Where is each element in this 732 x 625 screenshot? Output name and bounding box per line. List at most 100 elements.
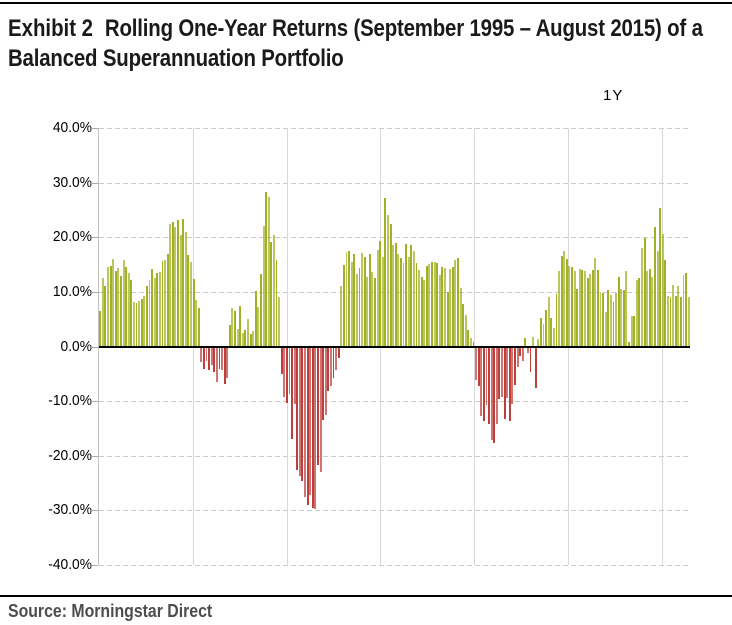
bar <box>387 214 389 347</box>
bar <box>472 342 475 347</box>
bar <box>226 347 229 378</box>
bar <box>545 310 548 347</box>
bar <box>177 219 179 347</box>
bar <box>148 279 151 347</box>
bar <box>345 251 348 347</box>
bar <box>677 286 680 347</box>
bar <box>485 347 488 405</box>
bar <box>223 347 226 384</box>
bar <box>643 238 646 347</box>
bar <box>184 232 187 347</box>
bar <box>319 347 322 473</box>
bar <box>244 330 247 347</box>
bar <box>586 278 589 347</box>
bar <box>260 273 262 347</box>
footer-rule <box>0 595 732 597</box>
bar <box>599 291 602 347</box>
bar <box>578 268 581 347</box>
bar <box>664 260 667 347</box>
bar <box>166 254 169 347</box>
bar <box>646 271 649 347</box>
bar <box>573 271 576 347</box>
bar <box>508 347 511 422</box>
y-axis-tick-label: -20.0% <box>48 446 92 464</box>
bar <box>228 324 231 347</box>
h-gridline <box>99 128 690 129</box>
title-line-2: Balanced Superannuation Portfolio <box>8 45 344 72</box>
bar <box>265 192 268 347</box>
bar <box>410 245 413 347</box>
bar <box>604 312 607 347</box>
bar <box>552 328 555 347</box>
bar <box>407 256 410 347</box>
bar <box>293 347 296 404</box>
bar <box>161 261 164 347</box>
bar <box>656 251 659 347</box>
bar <box>301 347 304 482</box>
bar <box>420 276 423 347</box>
bar <box>669 297 672 347</box>
h-gridline <box>99 455 690 457</box>
bar <box>602 292 605 347</box>
bar <box>558 271 560 347</box>
bar <box>444 268 446 347</box>
bar <box>576 289 579 347</box>
bar <box>607 290 610 347</box>
bar <box>687 297 690 347</box>
bar <box>335 347 338 371</box>
bar <box>462 303 465 347</box>
bar <box>285 347 288 404</box>
bar <box>399 258 402 347</box>
bar <box>480 347 483 416</box>
bar <box>594 258 597 347</box>
bar <box>389 224 392 347</box>
bar <box>666 296 669 347</box>
bar <box>596 270 599 347</box>
bar <box>366 277 369 347</box>
bar <box>332 347 335 378</box>
bar <box>493 347 496 444</box>
bar <box>477 347 480 386</box>
bar <box>182 219 185 347</box>
bar <box>482 347 485 422</box>
bar <box>218 347 221 370</box>
y-axis-tick-label: 20.0% <box>52 228 92 246</box>
bar <box>428 264 431 347</box>
bar <box>145 285 148 347</box>
bar <box>342 265 345 347</box>
bar <box>490 347 493 441</box>
bar <box>153 278 156 347</box>
bar <box>140 298 143 347</box>
title-text-line1: Rolling One-Year Returns (September 1995… <box>104 15 703 42</box>
bar <box>615 292 618 347</box>
h-gridline <box>99 510 690 512</box>
series-legend-label: 1Y <box>603 87 624 104</box>
bar <box>138 300 141 347</box>
bar <box>661 233 664 347</box>
bar <box>125 267 128 347</box>
bar <box>272 235 275 347</box>
bar <box>309 347 312 495</box>
bar <box>495 347 498 424</box>
bar <box>511 347 514 404</box>
bar <box>288 347 291 395</box>
bar <box>503 347 506 419</box>
bar <box>498 347 501 400</box>
bar <box>679 297 682 347</box>
bar <box>521 347 524 362</box>
bar <box>418 270 421 347</box>
bar <box>641 248 643 347</box>
bar <box>127 273 130 347</box>
bar <box>464 314 467 347</box>
y-axis-tick <box>91 237 98 239</box>
bar <box>304 347 306 497</box>
bar <box>197 308 200 347</box>
bar <box>205 347 208 362</box>
bar <box>648 268 651 347</box>
y-axis-tick-label: -30.0% <box>48 501 92 519</box>
plot-area <box>91 128 690 566</box>
bar <box>591 270 594 347</box>
y-axis-tick <box>91 455 98 457</box>
bar <box>210 347 213 365</box>
bar <box>171 221 174 347</box>
